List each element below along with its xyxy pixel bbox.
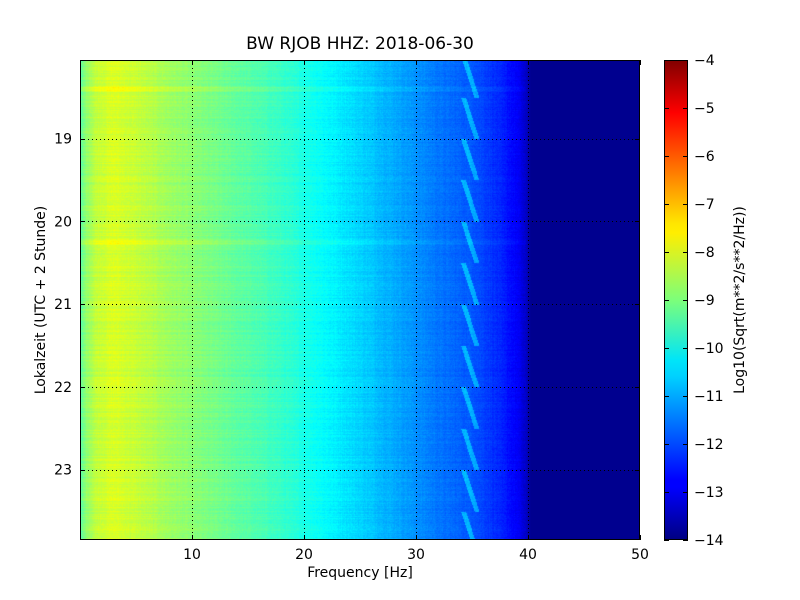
x-tick-label: 50	[631, 547, 649, 563]
colorbar-ticks: −4 −5 −6 −7 −8 −9 −10 −11 −12 −13 −14	[664, 53, 724, 549]
plot-frame	[80, 60, 640, 540]
colorbar-tick-label: −14	[694, 533, 724, 549]
chart-title: BW RJOB HHZ: 2018-06-30	[246, 34, 474, 54]
colorbar-tick-label: −9	[694, 293, 715, 309]
y-tick-label: 23	[54, 463, 72, 479]
colorbar-tick-label: −6	[694, 149, 715, 165]
heatmap	[80, 60, 640, 540]
y-tick-label: 19	[54, 132, 72, 148]
colorbar-label: Log10(Sqrt(m**2/s**2/Hz))	[732, 206, 748, 394]
x-tick-label: 40	[519, 547, 537, 563]
colorbar-tick-label: −7	[694, 197, 715, 213]
x-tick-label: 20	[295, 547, 313, 563]
spectrogram-plot: 10 20 30 40 50 19 20 21 22 23	[54, 60, 649, 563]
colorbar-tick-label: −5	[694, 101, 715, 117]
x-tick-label: 10	[183, 547, 201, 563]
colorbar-tick-label: −12	[694, 437, 724, 453]
x-axis: 10 20 30 40 50	[183, 60, 649, 563]
x-tick-label: 30	[407, 547, 425, 563]
y-axis: 19 20 21 22 23	[54, 132, 640, 479]
colorbar-tick-label: −10	[694, 341, 724, 357]
colorbar-tick-label: −11	[694, 389, 724, 405]
colorbar: −4 −5 −6 −7 −8 −9 −10 −11 −12 −13 −14 Log10(Sqrt(m…	[664, 53, 748, 549]
x-axis-label: Frequency [Hz]	[307, 565, 413, 581]
colorbar-tick-label: −4	[694, 53, 715, 69]
colorbar-tick-label: −8	[694, 245, 715, 261]
y-axis-label: Lokalzeit (UTC + 2 Stunde)	[33, 206, 49, 395]
y-tick-label: 22	[54, 380, 72, 396]
grid-lines	[80, 60, 640, 540]
y-tick-label: 20	[54, 214, 72, 230]
y-tick-label: 21	[54, 297, 72, 313]
colorbar-tick-label: −13	[694, 485, 724, 501]
